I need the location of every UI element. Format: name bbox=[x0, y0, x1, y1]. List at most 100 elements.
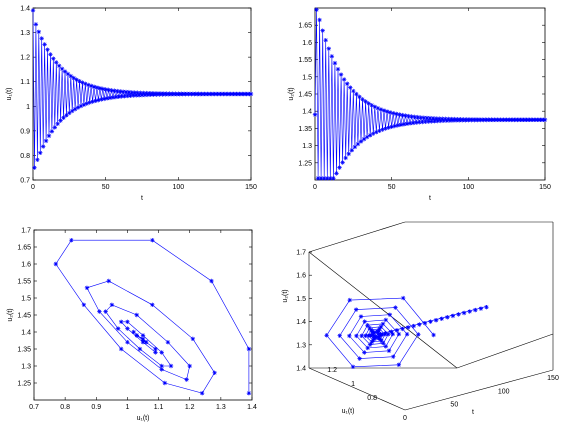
trajectory-3d-tail-marker bbox=[433, 318, 439, 323]
data-point-marker bbox=[42, 42, 47, 47]
x-axis-label: t bbox=[141, 195, 143, 202]
trajectory-3d-marker bbox=[337, 333, 342, 338]
trajectory-3d-marker bbox=[365, 345, 370, 351]
trajectory-3d-marker bbox=[401, 295, 406, 301]
data-point-marker bbox=[317, 17, 322, 23]
data-point-marker bbox=[420, 119, 425, 125]
data-point-marker bbox=[88, 83, 94, 89]
trajectory-3d-tail-marker bbox=[383, 331, 388, 336]
phase-point-marker bbox=[134, 312, 139, 318]
data-point-marker bbox=[176, 91, 181, 96]
data-point-marker bbox=[74, 77, 79, 82]
x-tick-label: 0 bbox=[313, 184, 317, 191]
x-tick-label: 150 bbox=[245, 184, 257, 191]
y-tick-label: 1.25 bbox=[298, 160, 312, 167]
data-point-marker bbox=[96, 97, 101, 103]
data-point-marker bbox=[120, 89, 126, 94]
data-point-marker bbox=[110, 95, 116, 100]
y-axis-label: u₂(t) bbox=[288, 87, 295, 100]
data-point-marker bbox=[133, 93, 139, 98]
data-point-marker bbox=[401, 122, 407, 127]
trajectory-3d-marker bbox=[347, 297, 352, 303]
x-tick-label: 0.8 bbox=[60, 404, 70, 411]
data-point-marker bbox=[470, 117, 476, 122]
data-point-marker bbox=[444, 118, 450, 123]
y-tick-label: 1.5 bbox=[302, 74, 312, 81]
box-edge bbox=[308, 367, 406, 411]
data-point-marker bbox=[332, 60, 338, 66]
trajectory-3d-marker bbox=[431, 332, 436, 338]
phase-point-marker bbox=[125, 319, 130, 324]
y-tick-label: 1.55 bbox=[17, 279, 31, 286]
data-point-marker bbox=[122, 94, 127, 99]
data-point-marker bbox=[328, 176, 333, 181]
data-point-marker bbox=[173, 91, 178, 96]
data-point-marker bbox=[354, 91, 359, 97]
data-point-marker bbox=[138, 90, 143, 96]
data-point-marker bbox=[409, 114, 414, 119]
data-point-marker bbox=[186, 91, 191, 97]
y-tick-label: 1.3 bbox=[302, 143, 312, 150]
data-point-marker bbox=[423, 119, 428, 125]
data-point-marker bbox=[320, 28, 325, 33]
data-point-marker bbox=[128, 93, 133, 98]
trajectory-3d-tail-marker bbox=[478, 306, 484, 311]
y-tick-label: 1.4 bbox=[21, 330, 31, 337]
data-point-marker bbox=[406, 113, 411, 119]
trajectory-3d-marker bbox=[377, 326, 382, 332]
trajectory-3d-tail-marker bbox=[445, 315, 450, 320]
data-point-marker bbox=[395, 123, 400, 128]
data-point-marker bbox=[55, 121, 60, 127]
data-point-marker bbox=[334, 171, 339, 176]
data-point-marker bbox=[179, 91, 184, 96]
data-point-marker bbox=[119, 94, 124, 99]
z-tick-label: 1.5 bbox=[296, 296, 306, 303]
data-point-marker bbox=[65, 71, 71, 77]
phase-point-marker bbox=[81, 302, 87, 307]
trajectory-3d-marker bbox=[371, 330, 377, 336]
box-edge bbox=[308, 251, 458, 369]
data-point-marker bbox=[463, 118, 468, 123]
data-point-marker bbox=[437, 116, 442, 121]
data-point-marker bbox=[407, 121, 413, 126]
data-point-marker bbox=[357, 94, 362, 100]
chart-panel-top-left: 0 50 100 150 0.7 0.8 0.9 1 1.1 1.2 1.3 1.4 t u₁(t) bbox=[6, 6, 257, 203]
data-point-marker bbox=[93, 98, 98, 104]
data-point-marker bbox=[435, 118, 440, 124]
trajectory-3d-marker bbox=[350, 364, 356, 370]
trajectory-3d-marker bbox=[386, 331, 391, 337]
data-point-marker bbox=[180, 92, 185, 97]
data-point-marker bbox=[440, 116, 445, 121]
data-point-marker bbox=[315, 176, 321, 181]
phase-point-marker bbox=[150, 302, 155, 307]
data-point-marker bbox=[129, 90, 135, 95]
trajectory-3d-tail-marker bbox=[461, 310, 467, 316]
x-tick-label: 50 bbox=[388, 184, 396, 191]
box-edge bbox=[456, 333, 554, 369]
data-point-marker bbox=[51, 56, 56, 61]
trajectory-3d-marker bbox=[362, 319, 367, 324]
t-axis-label: t bbox=[472, 409, 474, 416]
data-point-marker bbox=[378, 107, 384, 112]
data-point-marker bbox=[181, 91, 187, 96]
phase-point-marker bbox=[165, 340, 171, 345]
data-point-marker bbox=[104, 96, 110, 101]
data-point-marker bbox=[99, 97, 104, 102]
data-point-marker bbox=[366, 101, 371, 106]
data-point-marker bbox=[446, 116, 451, 122]
phase-point-marker bbox=[150, 238, 155, 243]
trajectory-3d-marker bbox=[324, 333, 329, 338]
data-point-marker bbox=[331, 176, 336, 181]
data-point-marker bbox=[340, 160, 345, 165]
data-point-marker bbox=[107, 95, 113, 101]
y-tick-label: 1.55 bbox=[298, 57, 312, 64]
phase-point-marker bbox=[212, 370, 217, 375]
data-point-marker bbox=[90, 99, 95, 104]
data-point-marker bbox=[174, 92, 180, 97]
phase-point-marker bbox=[115, 326, 121, 331]
trajectory-3d-marker bbox=[404, 331, 410, 337]
data-point-marker bbox=[486, 117, 491, 122]
z-tick-label-base: 1.4 bbox=[296, 366, 306, 373]
data-point-marker bbox=[312, 112, 318, 117]
x-tick-label: 50 bbox=[102, 184, 110, 191]
